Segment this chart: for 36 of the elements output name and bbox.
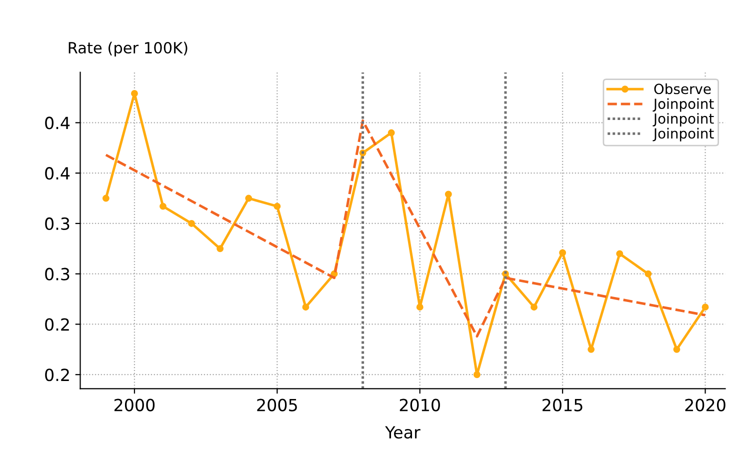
y-tick-label: 0.3 <box>45 217 70 230</box>
point <box>673 346 680 353</box>
point <box>188 220 196 227</box>
y-tick-label: 0.4 <box>45 116 70 130</box>
legend-label: Joinpoint <box>652 128 714 142</box>
point <box>616 250 624 258</box>
point <box>473 371 480 378</box>
x-tick-label: 2015 <box>542 398 582 412</box>
point <box>245 194 252 202</box>
x-tick-label: 2000 <box>114 398 155 412</box>
point <box>530 304 538 311</box>
y-axis-title: Rate (per 100K) <box>68 42 188 56</box>
x-tick-label: 2020 <box>685 398 726 412</box>
point <box>702 304 709 311</box>
y-tick-label: 0.4 <box>45 167 70 180</box>
point <box>416 304 424 311</box>
point <box>131 90 138 97</box>
point <box>644 270 652 278</box>
legend-label: Joinpoint <box>652 98 714 112</box>
point <box>388 129 395 136</box>
legend-label: Observe <box>654 83 711 94</box>
point <box>588 346 595 353</box>
y-tick-label: 0.2 <box>45 368 69 382</box>
point <box>216 245 224 252</box>
point <box>444 190 452 198</box>
point <box>274 202 281 210</box>
point <box>102 194 110 202</box>
point <box>302 304 310 311</box>
y-tick-label: 0.3 <box>45 268 70 280</box>
legend-label: Joinpoint <box>652 113 714 127</box>
x-axis-title: Year <box>385 426 420 439</box>
x-tick-label: 2005 <box>257 398 297 412</box>
point <box>559 249 566 256</box>
x-tick-label: 2010 <box>400 398 440 412</box>
point <box>160 202 166 210</box>
y-tick-label: 0.2 <box>45 318 69 331</box>
